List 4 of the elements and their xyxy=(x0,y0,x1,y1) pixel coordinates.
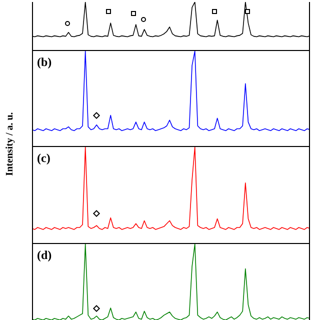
chart-title: (b) xyxy=(37,55,52,70)
y-axis-title: Intensity / a. u. xyxy=(4,112,16,176)
chart-title: (d) xyxy=(37,248,52,262)
chart-title: (c) xyxy=(37,151,50,166)
